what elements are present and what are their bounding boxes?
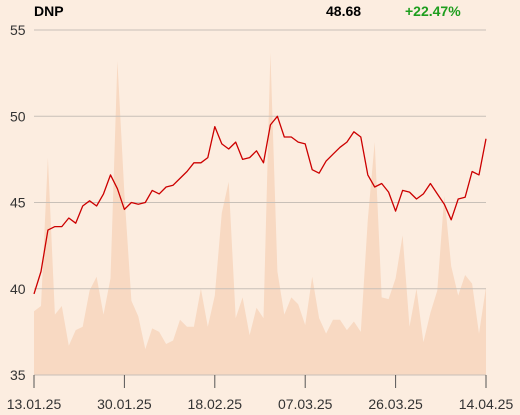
x-tick-label: 26.03.25 bbox=[368, 396, 423, 412]
y-tick-label: 55 bbox=[10, 22, 26, 38]
area-series bbox=[34, 52, 486, 376]
y-tick-label: 35 bbox=[10, 367, 26, 383]
ticker-symbol: DNP bbox=[34, 3, 64, 19]
y-tick-label: 50 bbox=[10, 108, 26, 124]
x-tick-label: 18.02.25 bbox=[188, 396, 243, 412]
last-price: 48.68 bbox=[326, 3, 362, 19]
x-tick-label: 30.01.25 bbox=[97, 396, 152, 412]
y-tick-label: 40 bbox=[10, 281, 26, 297]
x-tick-label: 13.01.25 bbox=[7, 396, 62, 412]
price-line bbox=[33, 115, 487, 295]
x-tick-label: 07.03.25 bbox=[278, 396, 333, 412]
y-tick-label: 45 bbox=[10, 195, 26, 211]
x-tick-label: 14.04.25 bbox=[459, 396, 514, 412]
price-change-percent: +22.47% bbox=[405, 3, 461, 19]
